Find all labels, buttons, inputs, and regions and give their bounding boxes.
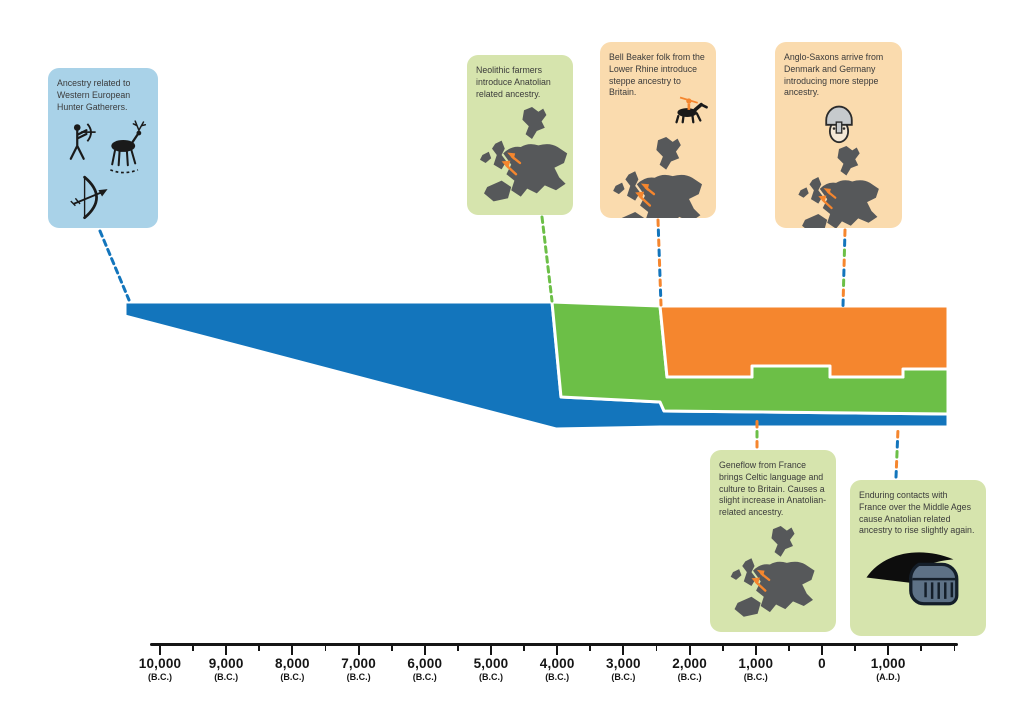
hunter-archer-icon — [69, 123, 96, 161]
connector-dash-hunter_gatherers — [110, 257, 116, 266]
annotation-text: Neolithic farmers introduce Anatolian re… — [476, 65, 551, 99]
connector-dash-neolithic — [549, 294, 554, 303]
connector-dash-hunter_gatherers — [98, 229, 104, 238]
connector-dash-neolithic — [545, 255, 549, 264]
annotation-card-bell-beaker: Bell Beaker folk from the Lower Rhine in… — [600, 42, 716, 218]
europe-map — [789, 146, 889, 228]
annotation-text: Enduring contacts with France over the M… — [859, 490, 975, 536]
annotation-card-neolithic: Neolithic farmers introduce Anatolian re… — [467, 55, 573, 215]
connector-dash-hunter_gatherers — [102, 238, 108, 247]
connector-dash-hunter_gatherers — [117, 275, 124, 284]
europe-map — [722, 526, 824, 626]
europe-map — [609, 137, 707, 218]
ancestry-band-steppe — [658, 304, 950, 379]
connector-dash-neolithic — [544, 245, 548, 254]
annotation-card-hunter-gatherers: Ancestry related to Western European Hun… — [48, 68, 158, 228]
horse-rider-icon — [675, 96, 708, 124]
annotation-text: Ancestry related to Western European Hun… — [57, 78, 131, 112]
dashed-connectors — [98, 215, 900, 479]
knight-helmet-icon — [866, 552, 959, 606]
connector-dash-neolithic — [548, 285, 553, 294]
annotation-card-celtic-geneflow: Geneflow from France brings Celtic langu… — [710, 450, 836, 632]
annotation-card-anglo-saxon: Anglo-Saxons arrive from Denmark and Ger… — [775, 42, 902, 228]
connector-dash-hunter_gatherers — [121, 284, 127, 293]
connector-dash-neolithic — [547, 275, 552, 284]
connector-dash-hunter_gatherers — [106, 247, 112, 257]
deer-icon — [110, 120, 147, 174]
connector-dash-hunter_gatherers — [125, 294, 131, 302]
annotation-text: Anglo-Saxons arrive from Denmark and Ger… — [784, 52, 884, 98]
annotation-card-middle-ages: Enduring contacts with France over the M… — [850, 480, 986, 636]
connector-dash-neolithic — [541, 225, 546, 234]
europe-map — [476, 107, 572, 211]
connector-dash-hunter_gatherers — [113, 266, 120, 275]
bow-arrow-icon — [70, 176, 108, 220]
annotation-text: Geneflow from France brings Celtic langu… — [719, 460, 827, 518]
connector-dash-neolithic — [542, 235, 547, 244]
anglo-saxon-helmet-icon — [824, 105, 853, 144]
cave-painting-icons — [69, 120, 147, 220]
connector-dash-neolithic — [546, 265, 551, 274]
annotation-text: Bell Beaker folk from the Lower Rhine in… — [609, 52, 705, 98]
stacked-area-bands — [123, 300, 950, 431]
connector-dash-neolithic — [540, 215, 545, 224]
